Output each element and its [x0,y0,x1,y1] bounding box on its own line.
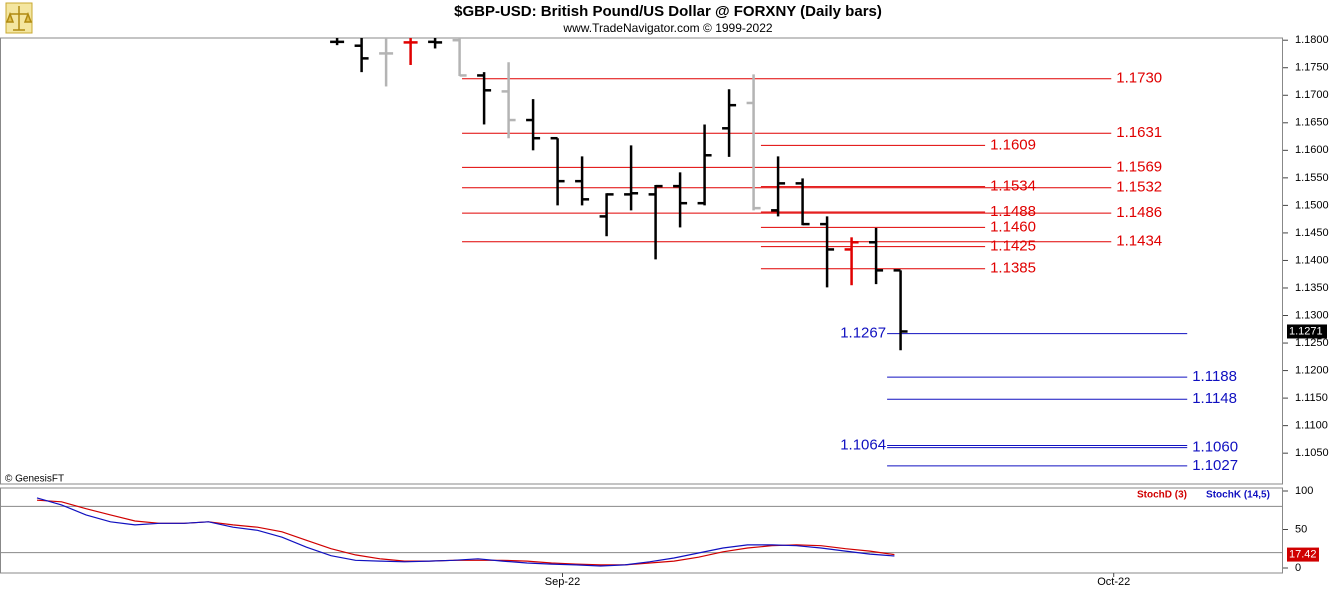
ohlc-bar [379,38,394,87]
level-label: 1.1631 [1116,124,1162,141]
y-tick-label: 1.1650 [1295,117,1329,129]
y-tick-label: 1.1600 [1295,144,1329,156]
y-tick-label: 1.1250 [1295,337,1329,349]
level-label: 1.1027 [1192,457,1238,474]
level-label: 1.1267 [840,325,886,342]
stoch-tick-label: 0 [1295,562,1301,574]
ohlc-bar [746,74,761,211]
price-panel-frame [0,37,1283,485]
ohlc-bar [526,99,541,151]
stoch-panel-frame [0,487,1283,574]
x-tick-label: Oct-22 [1097,576,1130,588]
level-label: 1.1486 [1116,204,1162,221]
stoch-tick-label: 50 [1295,523,1307,535]
ohlc-bar [648,184,663,260]
y-tick-label: 1.1750 [1295,62,1329,74]
ohlc-bar [330,38,345,46]
level-label: 1.1148 [1192,390,1237,407]
legend-entry: StochK (14,5) [1206,490,1270,501]
level-label: 1.1532 [1116,179,1162,196]
y-tick-label: 1.1550 [1295,172,1329,184]
ohlc-bar [354,38,369,73]
y-tick-label: 1.1400 [1295,254,1329,266]
level-label: 1.1609 [990,136,1036,153]
ohlc-bar [575,156,590,206]
y-tick-label: 1.1100 [1295,420,1328,432]
ohlc-bar [428,38,443,49]
ohlc-bar [722,89,737,157]
logo [5,2,33,34]
level-label: 1.1569 [1116,158,1162,175]
level-label: 1.1425 [990,238,1036,255]
level-label: 1.1188 [1192,368,1237,385]
ohlc-bar [599,193,614,237]
last-price-box [1287,324,1327,339]
ohlc-bar [771,156,786,217]
ohlc-bar [869,227,884,285]
ohlc-bar [893,269,908,351]
source-note: © GenesisFT [5,474,64,485]
level-label: 1.1460 [990,218,1036,235]
y-tick-label: 1.1500 [1295,199,1329,211]
level-label: 1.1434 [1116,233,1162,250]
y-tick-label: 1.1450 [1295,227,1329,239]
y-tick-label: 1.1700 [1295,89,1329,101]
ohlc-bar [697,124,712,206]
level-label: 1.1060 [1192,439,1238,456]
level-label: 1.1064 [840,436,886,453]
stoch-last-box [1287,547,1319,562]
level-label: 1.1730 [1116,70,1162,87]
legend-entry: StochD (3) [1137,490,1187,501]
ohlc-bar [403,38,418,65]
level-label: 1.1534 [990,178,1036,195]
stoch-tick-label: 100 [1295,485,1313,497]
ohlc-bar [624,145,639,211]
y-tick-label: 1.1150 [1295,392,1328,404]
y-tick-label: 1.1050 [1295,447,1329,459]
chart-title: $GBP-USD: British Pound/US Dollar @ FORX… [454,3,882,20]
level-label: 1.1385 [990,260,1036,277]
stoch-line [36,497,895,567]
ohlc-bar [452,38,467,77]
ohlc-bar [550,136,565,206]
ohlc-bar [477,72,492,125]
ohlc-bar [673,172,688,228]
y-tick-label: 1.1200 [1295,364,1329,376]
stoch-last-label: 17.42 [1289,548,1317,560]
last-price-label: 1.1271 [1289,325,1323,337]
ohlc-bar [501,62,516,139]
x-tick-label: Sep-22 [545,576,580,588]
chart-subtitle: www.TradeNavigator.com © 1999-2022 [562,21,772,35]
y-tick-label: 1.1300 [1295,309,1329,321]
ohlc-bar [795,178,810,226]
ohlc-bar [820,216,835,288]
y-tick-label: 1.1350 [1295,282,1329,294]
ohlc-bar [844,237,859,286]
level-label: 1.1488 [990,203,1036,220]
y-tick-label: 1.1800 [1295,34,1329,46]
